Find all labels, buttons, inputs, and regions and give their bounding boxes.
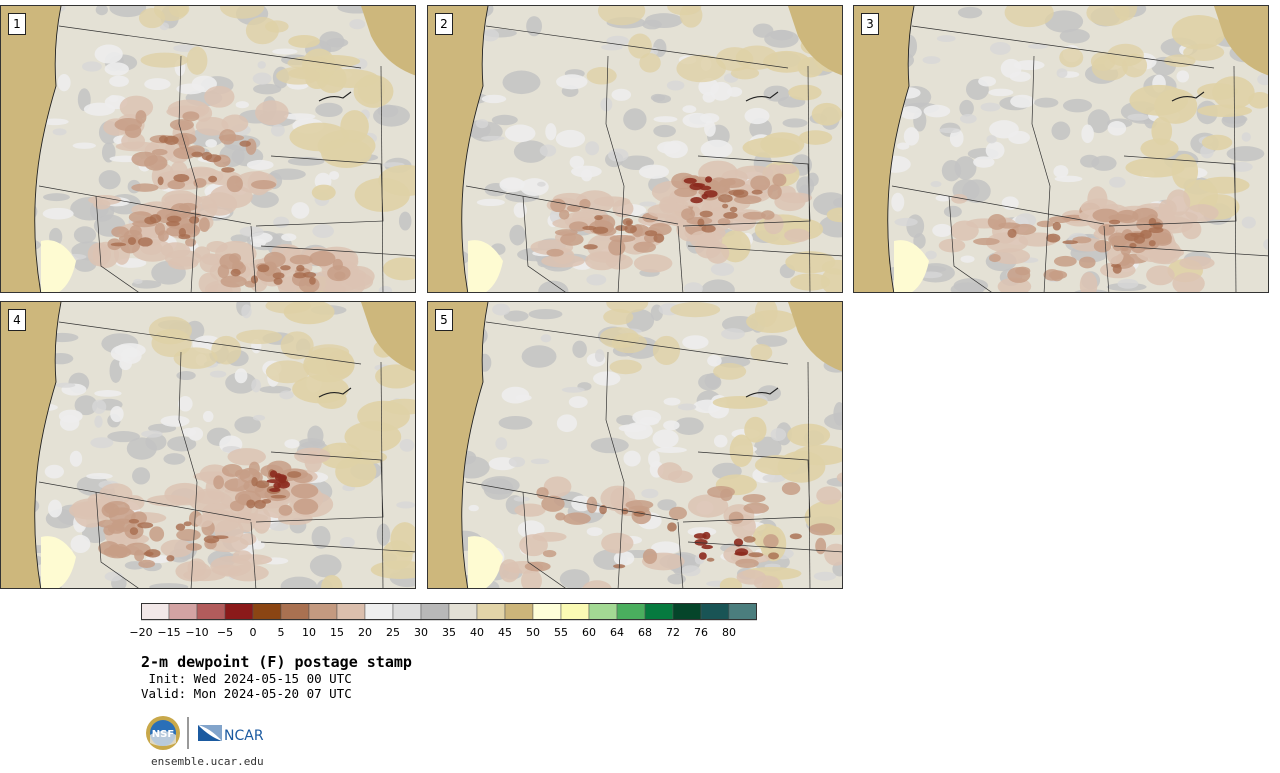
svg-text:NCAR: NCAR xyxy=(224,728,264,744)
colorbar-bin xyxy=(280,603,310,621)
colorbar-bin xyxy=(672,603,702,621)
dewpoint-map xyxy=(428,302,842,588)
panel-number-label: 1 xyxy=(8,13,26,35)
colorbar-tick-label: 80 xyxy=(722,626,736,639)
colorbar-tick-label: 40 xyxy=(470,626,484,639)
map-panel-1: 1 xyxy=(0,5,416,293)
colorbar-bin xyxy=(168,603,198,621)
colorbar-tick-label: 64 xyxy=(610,626,624,639)
colorbar-tick-label: 50 xyxy=(526,626,540,639)
dewpoint-map xyxy=(854,6,1268,292)
colorbar-bin xyxy=(252,603,282,621)
colorbar-bin xyxy=(448,603,478,621)
colorbar-tick-label: 15 xyxy=(330,626,344,639)
colorbar-tick-label: 72 xyxy=(666,626,680,639)
colorbar-tick-label: −10 xyxy=(185,626,209,639)
panel-number-label: 4 xyxy=(8,309,26,331)
colorbar-tick-label: −15 xyxy=(157,626,181,639)
map-panel-3: 3 xyxy=(853,5,1269,293)
colorbar-bin xyxy=(364,603,394,621)
colorbar-tick-label: 25 xyxy=(386,626,400,639)
colorbar-bin xyxy=(420,603,450,621)
dewpoint-map xyxy=(1,6,415,292)
product-title: 2-m dewpoint (F) postage stamp xyxy=(141,653,412,671)
colorbar-bin xyxy=(141,603,170,621)
colorbar-tick-label: 60 xyxy=(582,626,596,639)
panel-number-label: 2 xyxy=(435,13,453,35)
map-panel-5: 5 xyxy=(427,301,843,589)
colorbar-bin xyxy=(560,603,590,621)
panel-number-label: 3 xyxy=(861,13,879,35)
colorbar-bin xyxy=(476,603,506,621)
logo-row: NSF NCAR xyxy=(145,713,275,753)
colorbar-bin xyxy=(224,603,254,621)
colorbar-bin xyxy=(308,603,338,621)
panel-number-label: 5 xyxy=(435,309,453,331)
colorbar-tick-labels: −20 −15 −10 −5 0 5 10 15 20 25 30 35 40 45 50 55 60 64 68 7… xyxy=(129,626,781,640)
colorbar xyxy=(141,603,757,621)
colorbar-bin xyxy=(728,603,757,621)
colorbar-bin xyxy=(196,603,226,621)
colorbar-tick-label: 68 xyxy=(638,626,652,639)
colorbar-bin xyxy=(700,603,730,621)
colorbar-bin xyxy=(392,603,422,621)
dewpoint-map xyxy=(428,6,842,292)
colorbar-bin xyxy=(532,603,562,621)
footer-url: ensemble.ucar.edu xyxy=(151,755,264,768)
colorbar-bin xyxy=(588,603,618,621)
colorbar-tick-label: −20 xyxy=(129,626,153,639)
colorbar-bin xyxy=(336,603,366,621)
colorbar-tick-label: 0 xyxy=(249,626,257,639)
colorbar-tick-label: −5 xyxy=(216,626,234,639)
colorbar-tick-label: 30 xyxy=(414,626,428,639)
colorbar-tick-label: 35 xyxy=(442,626,456,639)
colorbar-tick-label: 55 xyxy=(554,626,568,639)
svg-text:NSF: NSF xyxy=(152,729,174,740)
nsf-logo-icon: NSF xyxy=(146,716,180,750)
dewpoint-map xyxy=(1,302,415,588)
colorbar-tick-label: 45 xyxy=(498,626,512,639)
colorbar-tick-label: 10 xyxy=(302,626,316,639)
map-panel-2: 2 xyxy=(427,5,843,293)
ncar-logo-icon: NCAR xyxy=(198,725,264,744)
valid-time: Valid: Mon 2024-05-20 07 UTC xyxy=(141,686,352,701)
colorbar-tick-label: 5 xyxy=(277,626,285,639)
colorbar-tick-label: 76 xyxy=(694,626,708,639)
init-time: Init: Wed 2024-05-15 00 UTC xyxy=(141,671,352,686)
map-panel-4: 4 xyxy=(0,301,416,589)
colorbar-bin xyxy=(504,603,534,621)
colorbar-bin xyxy=(644,603,674,621)
colorbar-tick-label: 20 xyxy=(358,626,372,639)
colorbar-bin xyxy=(616,603,646,621)
